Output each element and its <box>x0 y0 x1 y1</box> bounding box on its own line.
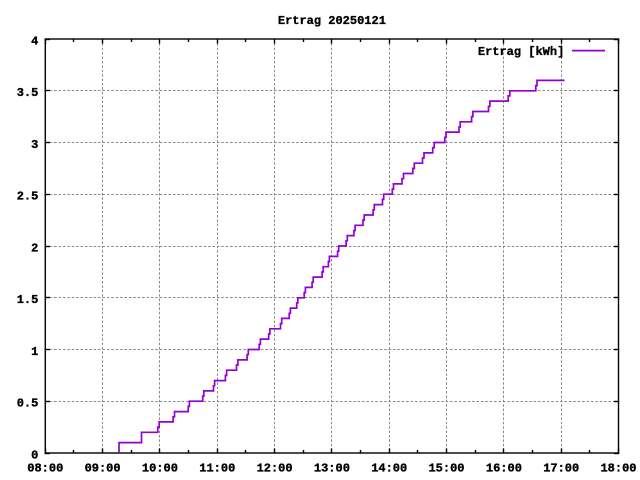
svg-text:2: 2 <box>31 241 38 255</box>
svg-text:3.5: 3.5 <box>17 86 39 100</box>
svg-text:11:00: 11:00 <box>199 462 235 476</box>
svg-text:08:00: 08:00 <box>27 462 63 476</box>
svg-text:3: 3 <box>31 138 38 152</box>
svg-text:4: 4 <box>31 34 38 48</box>
svg-text:10:00: 10:00 <box>142 462 178 476</box>
svg-text:16:00: 16:00 <box>486 462 522 476</box>
svg-text:14:00: 14:00 <box>371 462 407 476</box>
svg-text:2.5: 2.5 <box>17 190 39 204</box>
svg-text:12:00: 12:00 <box>257 462 293 476</box>
svg-text:09:00: 09:00 <box>85 462 121 476</box>
svg-text:13:00: 13:00 <box>314 462 350 476</box>
svg-text:Ertrag [kWh]: Ertrag [kWh] <box>478 45 564 59</box>
svg-text:18:00: 18:00 <box>600 462 636 476</box>
svg-text:15:00: 15:00 <box>428 462 464 476</box>
svg-text:0.5: 0.5 <box>17 397 39 411</box>
svg-text:Ertrag 20250121: Ertrag 20250121 <box>278 14 386 28</box>
svg-text:17:00: 17:00 <box>543 462 579 476</box>
svg-text:1.5: 1.5 <box>17 293 39 307</box>
svg-text:1: 1 <box>31 345 38 359</box>
svg-text:0: 0 <box>31 448 38 462</box>
